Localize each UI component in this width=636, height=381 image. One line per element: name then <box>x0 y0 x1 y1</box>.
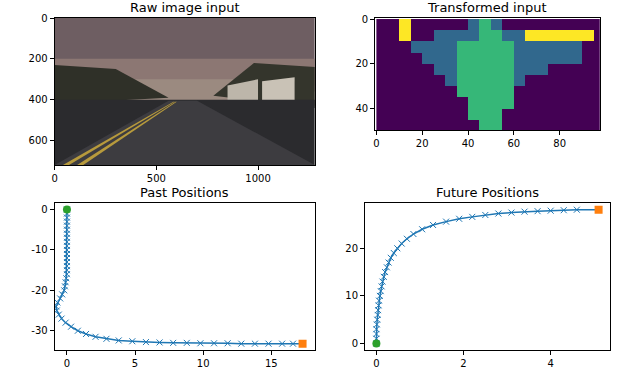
svg-text:0: 0 <box>352 338 358 349</box>
svg-text:20: 20 <box>345 243 358 254</box>
svg-text:1000: 1000 <box>245 173 270 184</box>
svg-text:20: 20 <box>356 58 369 69</box>
svg-text:Past Positions: Past Positions <box>140 185 229 200</box>
svg-text:2: 2 <box>460 358 466 369</box>
svg-text:10: 10 <box>197 358 210 369</box>
svg-text:80: 80 <box>553 138 566 149</box>
svg-text:400: 400 <box>29 94 48 105</box>
svg-text:5: 5 <box>132 358 138 369</box>
svg-text:0: 0 <box>373 138 379 149</box>
svg-text:20: 20 <box>416 138 429 149</box>
svg-text:0: 0 <box>41 13 47 24</box>
svg-text:60: 60 <box>507 138 520 149</box>
svg-text:10: 10 <box>345 290 358 301</box>
svg-text:500: 500 <box>147 173 166 184</box>
svg-text:Future Positions: Future Positions <box>436 185 539 200</box>
svg-text:200: 200 <box>29 53 48 64</box>
svg-text:Transformed input: Transformed input <box>427 0 547 15</box>
svg-text:0: 0 <box>362 14 368 25</box>
svg-text:0: 0 <box>52 173 58 184</box>
svg-text:Raw image input: Raw image input <box>130 0 240 15</box>
svg-text:15: 15 <box>265 358 278 369</box>
svg-text:600: 600 <box>29 135 48 146</box>
svg-text:0: 0 <box>41 204 47 215</box>
svg-text:-20: -20 <box>31 285 47 296</box>
svg-text:0: 0 <box>373 358 379 369</box>
svg-text:40: 40 <box>356 103 369 114</box>
svg-text:40: 40 <box>462 138 475 149</box>
svg-text:-10: -10 <box>31 244 47 255</box>
svg-text:0: 0 <box>64 358 70 369</box>
svg-text:-30: -30 <box>31 325 47 336</box>
svg-text:4: 4 <box>547 358 553 369</box>
